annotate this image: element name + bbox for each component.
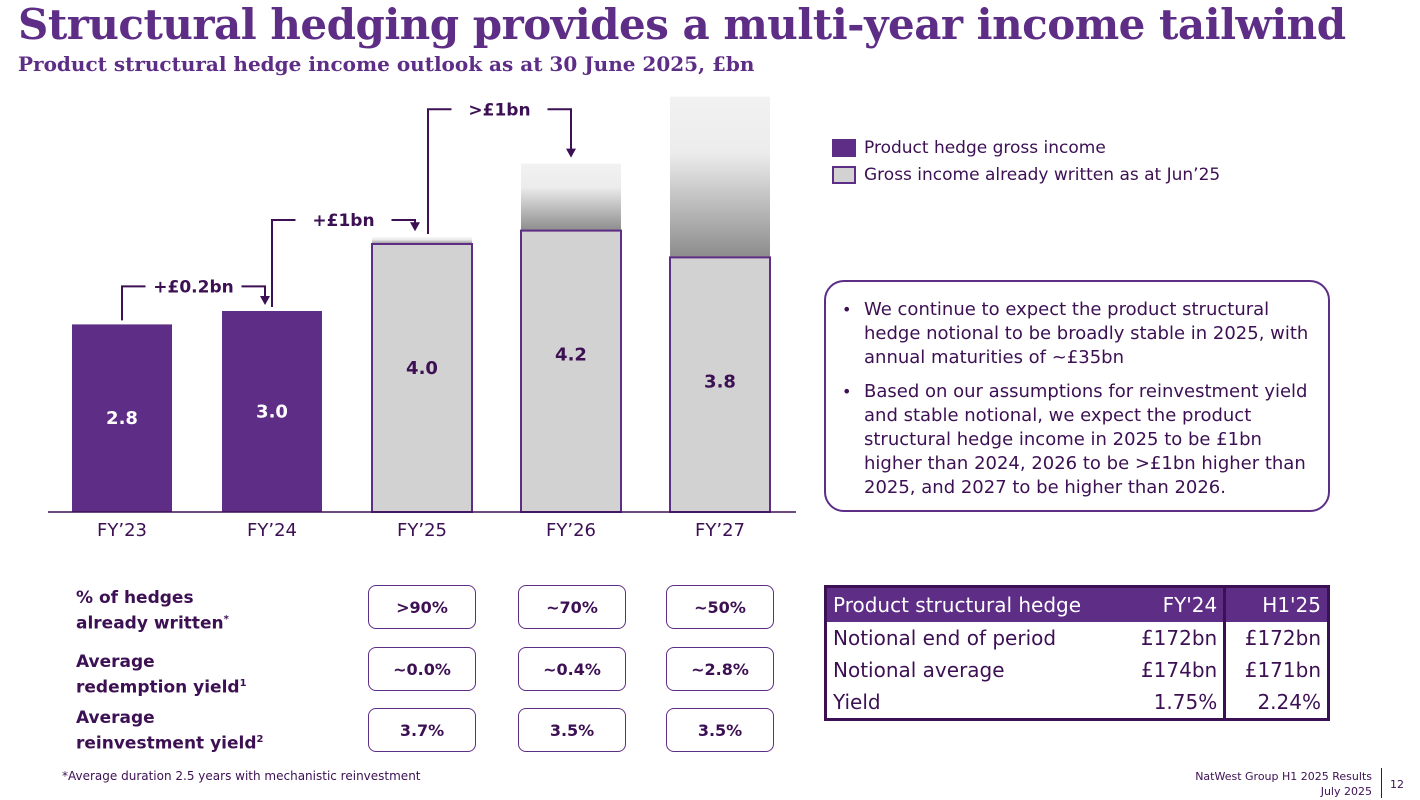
- metric-label-line: reinvestment yield: [76, 733, 257, 754]
- legend-item-gross-income: Product hedge gross income: [832, 134, 1220, 161]
- metric-label-reinvestment-yield: Average reinvestment yield2: [76, 707, 326, 755]
- footer-line: NatWest Group H1 2025 Results: [1195, 770, 1372, 783]
- arrow-head-icon: [260, 296, 270, 305]
- table-row: Notional end of period £172bn £172bn: [826, 622, 1329, 654]
- metric-label-line: Average: [76, 708, 155, 728]
- table-row: Yield 1.75% 2.24%: [826, 686, 1329, 720]
- footer-line: July 2025: [1320, 785, 1372, 798]
- upside-gradient: [670, 96, 770, 258]
- page-title: Structural hedging provides a multi-year…: [18, 0, 1346, 49]
- step-arrow-line: [391, 219, 416, 224]
- bar-value-label: 4.2: [555, 345, 587, 366]
- legend-item-already-written: Gross income already written as at Jun’2…: [832, 161, 1220, 188]
- metric-cell: ~2.8%: [666, 647, 774, 691]
- metric-label-hedges-written: % of hedges already written*: [76, 587, 326, 635]
- table-header: FY'24: [1122, 586, 1225, 622]
- legend-label-already-written: Gross income already written as at Jun’2…: [864, 164, 1221, 185]
- metric-label-line: already written: [76, 613, 224, 634]
- chart-legend: Product hedge gross income Gross income …: [832, 134, 1220, 188]
- arrow-head-icon: [566, 148, 576, 158]
- bar-value-label: 4.0: [406, 358, 438, 379]
- legend-swatch-purple: [832, 138, 856, 157]
- legend-label-gross-income: Product hedge gross income: [864, 137, 1106, 158]
- step-annotation-label: +£0.2bn: [153, 277, 233, 297]
- arrow-head-icon: [410, 222, 420, 232]
- table-cell: Yield: [833, 690, 881, 714]
- commentary-bullet: Based on our assumptions for reinvestmen…: [840, 380, 1312, 500]
- x-tick-label: FY’25: [397, 520, 447, 541]
- metric-label-line: redemption yield: [76, 677, 240, 698]
- table-cell: Notional average: [833, 658, 1005, 682]
- table-row: Notional average £174bn £171bn: [826, 654, 1329, 686]
- footer-divider: [1381, 768, 1382, 798]
- step-annotation-label: +£1bn: [312, 211, 374, 231]
- upside-gradient: [372, 237, 472, 244]
- x-tick-label: FY’24: [247, 520, 297, 541]
- step-annotation-label: >£1bn: [468, 100, 530, 120]
- legend-swatch-grey: [832, 165, 856, 184]
- metric-cell: ~70%: [518, 585, 626, 629]
- metric-label-redemption-yield: Average redemption yield1: [76, 651, 326, 699]
- chart-bar: [72, 324, 172, 512]
- metric-cell: >90%: [368, 585, 476, 629]
- page-subtitle: Product structural hedge income outlook …: [18, 52, 755, 76]
- metric-label-line: % of hedges: [76, 588, 194, 608]
- step-arrow-line: [241, 285, 266, 297]
- footnote-marker: 2: [256, 734, 264, 745]
- chart-bar: [669, 256, 771, 513]
- table-cell: 2.24%: [1223, 686, 1329, 720]
- chart-bar: [371, 243, 473, 513]
- metric-cell: 3.5%: [666, 708, 774, 752]
- x-tick-label: FY’27: [695, 520, 745, 541]
- bar-value-label: 3.8: [704, 371, 736, 392]
- chart-bar: [520, 229, 622, 513]
- metric-cell: ~0.0%: [368, 647, 476, 691]
- step-arrow-line: [547, 108, 572, 150]
- table-cell: 1.75%: [1153, 690, 1218, 714]
- table-cell: £172bn: [1223, 622, 1329, 654]
- table-cell: £174bn: [1140, 658, 1218, 682]
- step-arrow-line: [271, 219, 296, 307]
- hedge-summary-table: Product structural hedge FY'24 H1'25 Not…: [824, 585, 1330, 721]
- metric-cell: ~0.4%: [518, 647, 626, 691]
- metric-cell: ~50%: [666, 585, 774, 629]
- table-header-row: Product structural hedge FY'24 H1'25: [825, 586, 1329, 622]
- table-header: H1'25: [1223, 586, 1329, 622]
- metric-cell: 3.5%: [518, 708, 626, 752]
- bar-value-label: 2.8: [106, 408, 138, 429]
- table-cell: Notional end of period: [833, 626, 1057, 650]
- x-tick-label: FY’23: [97, 520, 147, 541]
- table-cell: £172bn: [1140, 626, 1218, 650]
- commentary-box: We continue to expect the product struct…: [824, 280, 1330, 512]
- income-bar-chart: 2.8 FY’23 3.0 FY’24 4.0 FY’25 4.2 FY’26 3.8 FY’27…: [48, 96, 796, 541]
- metric-label-line: Average: [76, 652, 155, 672]
- chart-bar: [222, 311, 322, 512]
- step-arrow-line: [121, 285, 146, 321]
- step-arrow-line: [427, 108, 452, 234]
- table-cell: £171bn: [1223, 654, 1329, 686]
- footnote-marker: *: [223, 614, 229, 625]
- bar-value-label: 3.0: [256, 402, 288, 423]
- metric-cell: 3.7%: [368, 708, 476, 752]
- commentary-bullet: We continue to expect the product struct…: [840, 298, 1312, 370]
- footnote-marker: 1: [239, 678, 247, 689]
- table-header: Product structural hedge: [825, 586, 1123, 622]
- footnote: *Average duration 2.5 years with mechani…: [62, 769, 421, 783]
- upside-gradient: [521, 163, 621, 231]
- footer-source: NatWest Group H1 2025 Results July 2025: [1195, 769, 1372, 799]
- x-tick-label: FY’26: [546, 520, 596, 541]
- page-number: 12: [1390, 778, 1404, 791]
